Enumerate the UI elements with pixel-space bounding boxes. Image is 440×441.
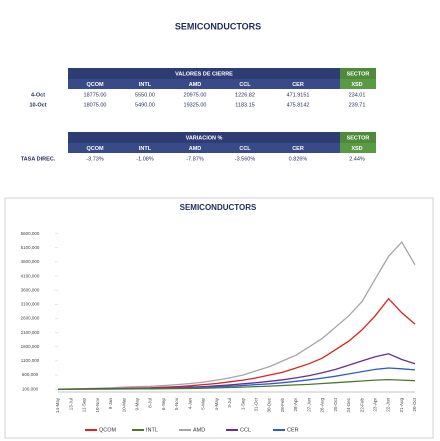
y-tick-label: 2100,000: [21, 330, 40, 335]
sector-band: [340, 132, 376, 143]
cell: 471.9151: [287, 92, 310, 98]
x-tick-label: 26-Aug: [320, 398, 325, 413]
column-header: XSD: [351, 146, 362, 152]
x-tick-label: 4-Jan: [187, 398, 192, 410]
x-tick-label: 10-Mar: [121, 398, 126, 413]
y-tick-label: 1600,000: [21, 344, 40, 349]
column-header: QCOM: [86, 146, 104, 152]
y-tick-label: 4100,000: [21, 273, 40, 278]
x-tick-label: 14-May: [55, 397, 60, 413]
cell: -3.73%: [86, 156, 104, 162]
table-title: VARIACION %: [186, 135, 223, 141]
y-tick-label: 1100,000: [21, 358, 40, 363]
x-tick-label: 11-Sep: [82, 398, 87, 413]
column-header: AMD: [189, 82, 202, 88]
y-tick-label: 3100,000: [21, 302, 40, 307]
column-header: INTL: [139, 82, 152, 88]
sector-label: SECTOR: [347, 71, 370, 77]
chart-frame: [4, 197, 434, 439]
row-label: 10-Oct: [29, 102, 46, 108]
row-label: TASA DIREC.: [21, 156, 56, 162]
columns-band: [68, 79, 340, 89]
y-tick-label: 3600,000: [21, 287, 40, 292]
column-header: CER: [292, 82, 304, 88]
sector-col-band: [340, 79, 376, 89]
x-tick-label: 27-Jun: [306, 398, 311, 412]
cell: 0.826%: [289, 156, 308, 162]
x-tick-label: 4-May: [214, 397, 219, 410]
table-title: VALORES DE CIERRE: [175, 71, 233, 77]
cell: 18075.00: [84, 102, 107, 108]
y-tick-label: 5100,000: [21, 245, 40, 250]
x-tick-label: 20-Oct: [412, 397, 417, 411]
column-header: XSD: [351, 82, 362, 88]
x-tick-label: 23-Apr: [373, 398, 378, 412]
y-tick-label: 100,000: [22, 386, 39, 391]
x-tick-label: 9-May: [135, 397, 140, 410]
sector-band: [340, 68, 376, 79]
row-label: 4-Oct: [31, 92, 45, 98]
cell: 19325.00: [184, 102, 207, 108]
cell: 239.71: [349, 102, 366, 108]
x-tick-label: 31-Oct: [254, 397, 259, 411]
x-tick-label: 30-Dec: [267, 397, 272, 412]
x-tick-label: 5-Mar: [201, 398, 206, 410]
y-tick-label: 4600,000: [21, 259, 40, 264]
y-tick-label: 600,000: [22, 372, 39, 377]
series-line: [57, 367, 416, 390]
x-tick-label: 6-Sep: [161, 398, 166, 411]
cell: -3.560%: [235, 156, 256, 162]
cell: 2.44%: [349, 156, 365, 162]
cell: 20975.00: [184, 92, 207, 98]
legend-label: CCL: [240, 427, 251, 433]
x-tick-label: 5-Nov: [174, 397, 179, 410]
legend-label: QCOM: [99, 427, 117, 433]
header-band: [68, 68, 340, 79]
series-line: [57, 241, 416, 390]
x-tick-label: 21-Aug: [399, 398, 404, 413]
cell: 5550.00: [135, 92, 155, 98]
x-tick-label: 13-Jul: [68, 398, 73, 410]
legend-label: AMD: [193, 427, 205, 433]
sector-col-band: [340, 143, 376, 153]
column-header: QCOM: [86, 82, 104, 88]
x-tick-label: 8-Jul: [148, 398, 153, 408]
cell: -1.08%: [136, 156, 154, 162]
cell: 5490.00: [135, 102, 155, 108]
x-tick-label: 25-Oct: [333, 397, 338, 411]
x-tick-label: 10-Nov: [95, 397, 100, 412]
x-tick-label: 9-Jan: [108, 398, 113, 410]
cell: 18775.00: [84, 92, 107, 98]
x-tick-label: 3-Jul: [227, 398, 232, 408]
cell: 1183.15: [235, 102, 254, 108]
column-header: AMD: [189, 146, 202, 152]
x-tick-label: 22-Feb: [359, 398, 364, 413]
x-tick-label: 24-Dec: [346, 397, 351, 412]
y-tick-label: 5600,000: [21, 231, 40, 236]
legend-label: INTL: [146, 427, 158, 433]
legend-label: CER: [287, 427, 299, 433]
x-tick-label: 28-Feb: [280, 398, 285, 413]
column-header: CCL: [239, 146, 251, 152]
column-header: CCL: [239, 82, 251, 88]
x-tick-label: 28-Apr: [293, 398, 298, 412]
page-title: SEMICONDUCTORS: [175, 21, 261, 31]
y-tick-label: 2600,000: [21, 316, 40, 321]
chart-title: SEMICONDUCTORS: [180, 203, 257, 212]
series-line: [58, 378, 416, 390]
cell: 1226.82: [235, 92, 255, 98]
series-line: [57, 297, 416, 390]
x-tick-label: 1-Sep: [240, 398, 245, 411]
x-tick-label: 22-Jun: [386, 398, 391, 412]
cell: 234.01: [349, 92, 366, 98]
cell: -7.87%: [186, 156, 204, 162]
sector-label: SECTOR: [347, 135, 370, 141]
cell: 475.8142: [287, 102, 310, 108]
column-header: CER: [292, 146, 304, 152]
columns-band: [68, 143, 340, 153]
header-band: [68, 132, 340, 143]
column-header: INTL: [139, 146, 152, 152]
